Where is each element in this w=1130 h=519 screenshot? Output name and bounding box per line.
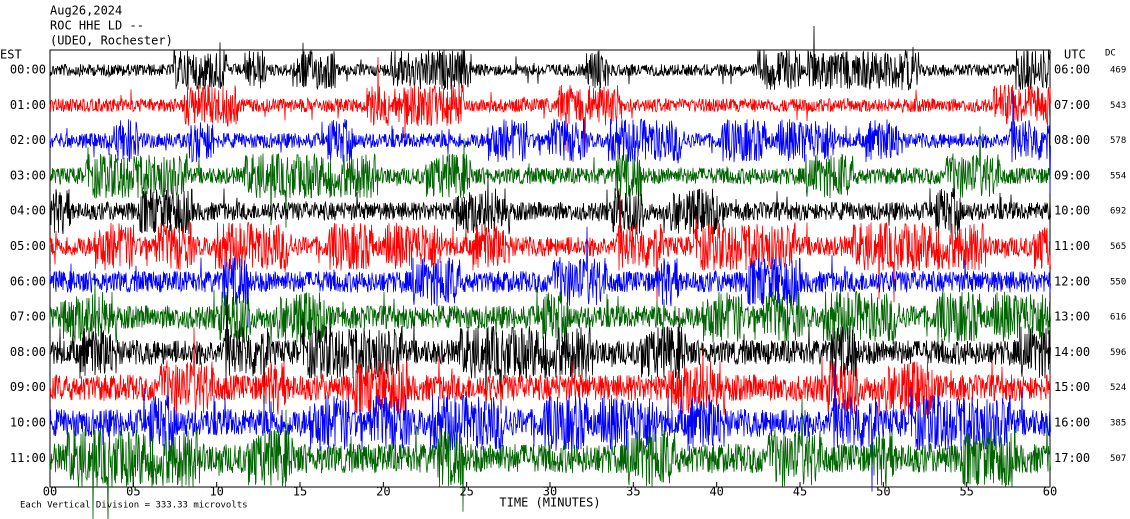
- x-tick-label: 10: [209, 485, 223, 499]
- trace: [49, 25, 1051, 91]
- trace: [49, 394, 1051, 519]
- utc-label: 14:00: [1054, 345, 1090, 359]
- trace: [49, 126, 1051, 228]
- dc-value: 616: [1110, 313, 1126, 323]
- x-tick-label: 25: [459, 485, 473, 499]
- dc-label: DC: [1105, 49, 1116, 59]
- est-label: 06:00: [10, 274, 46, 288]
- est-label: 09:00: [10, 380, 46, 394]
- left-label: EST: [0, 48, 22, 62]
- header-line: Aug26,2024: [50, 4, 122, 18]
- header-line: ROC HHE LD --: [50, 19, 144, 33]
- est-label: 11:00: [10, 451, 46, 465]
- trace: [49, 226, 1051, 328]
- trace: [49, 280, 1051, 345]
- x-tick-label: 15: [293, 485, 307, 499]
- x-tick-label: 50: [876, 485, 890, 499]
- dc-value: 565: [1110, 242, 1126, 252]
- trace: [49, 295, 1051, 418]
- x-tick-label: 45: [793, 485, 807, 499]
- trace: [49, 177, 1051, 235]
- right-label: UTC: [1064, 48, 1086, 62]
- dc-value: 550: [1110, 277, 1126, 287]
- footer: Each Vertical Division = 333.33 microvol…: [20, 501, 248, 511]
- est-label: 10:00: [10, 416, 46, 430]
- dc-value: 385: [1110, 419, 1126, 429]
- x-axis-label: TIME (MINUTES): [499, 496, 600, 510]
- utc-label: 15:00: [1054, 380, 1090, 394]
- utc-label: 07:00: [1054, 98, 1090, 112]
- utc-label: 06:00: [1054, 63, 1090, 77]
- est-label: 00:00: [10, 63, 46, 77]
- trace: [49, 56, 1051, 151]
- est-label: 04:00: [10, 204, 46, 218]
- est-label: 02:00: [10, 133, 46, 147]
- dc-value: 543: [1110, 101, 1126, 111]
- est-label: 05:00: [10, 239, 46, 253]
- utc-label: 16:00: [1054, 416, 1090, 430]
- est-label: 01:00: [10, 98, 46, 112]
- dc-value: 596: [1110, 348, 1126, 358]
- traces: [49, 25, 1051, 519]
- utc-label: 13:00: [1054, 310, 1090, 324]
- x-tick-label: 30: [543, 485, 557, 499]
- est-label: 07:00: [10, 310, 46, 324]
- utc-label: 09:00: [1054, 168, 1090, 182]
- trace: [49, 362, 1051, 492]
- x-tick-label: 20: [376, 485, 390, 499]
- est-label: 03:00: [10, 168, 46, 182]
- x-tick-label: 40: [709, 485, 723, 499]
- trace: [49, 327, 1051, 420]
- dc-value: 692: [1110, 207, 1126, 217]
- trace: [49, 194, 1051, 306]
- x-tick-label: 35: [626, 485, 640, 499]
- dc-value: 469: [1110, 66, 1126, 76]
- utc-label: 08:00: [1054, 133, 1090, 147]
- x-tick-label: 60: [1043, 485, 1057, 499]
- utc-label: 10:00: [1054, 204, 1090, 218]
- est-label: 08:00: [10, 345, 46, 359]
- utc-label: 11:00: [1054, 239, 1090, 253]
- header-line: (UDEO, Rochester): [50, 34, 173, 48]
- dc-value: 578: [1110, 136, 1126, 146]
- trace: [49, 93, 1051, 194]
- x-tick-label: 55: [959, 485, 973, 499]
- dc-value: 524: [1110, 383, 1126, 393]
- utc-label: 17:00: [1054, 451, 1090, 465]
- utc-label: 12:00: [1054, 274, 1090, 288]
- x-tick-label: 00: [43, 485, 57, 499]
- dc-value: 554: [1110, 171, 1126, 181]
- dc-value: 507: [1110, 454, 1126, 464]
- x-tick-label: 05: [126, 485, 140, 499]
